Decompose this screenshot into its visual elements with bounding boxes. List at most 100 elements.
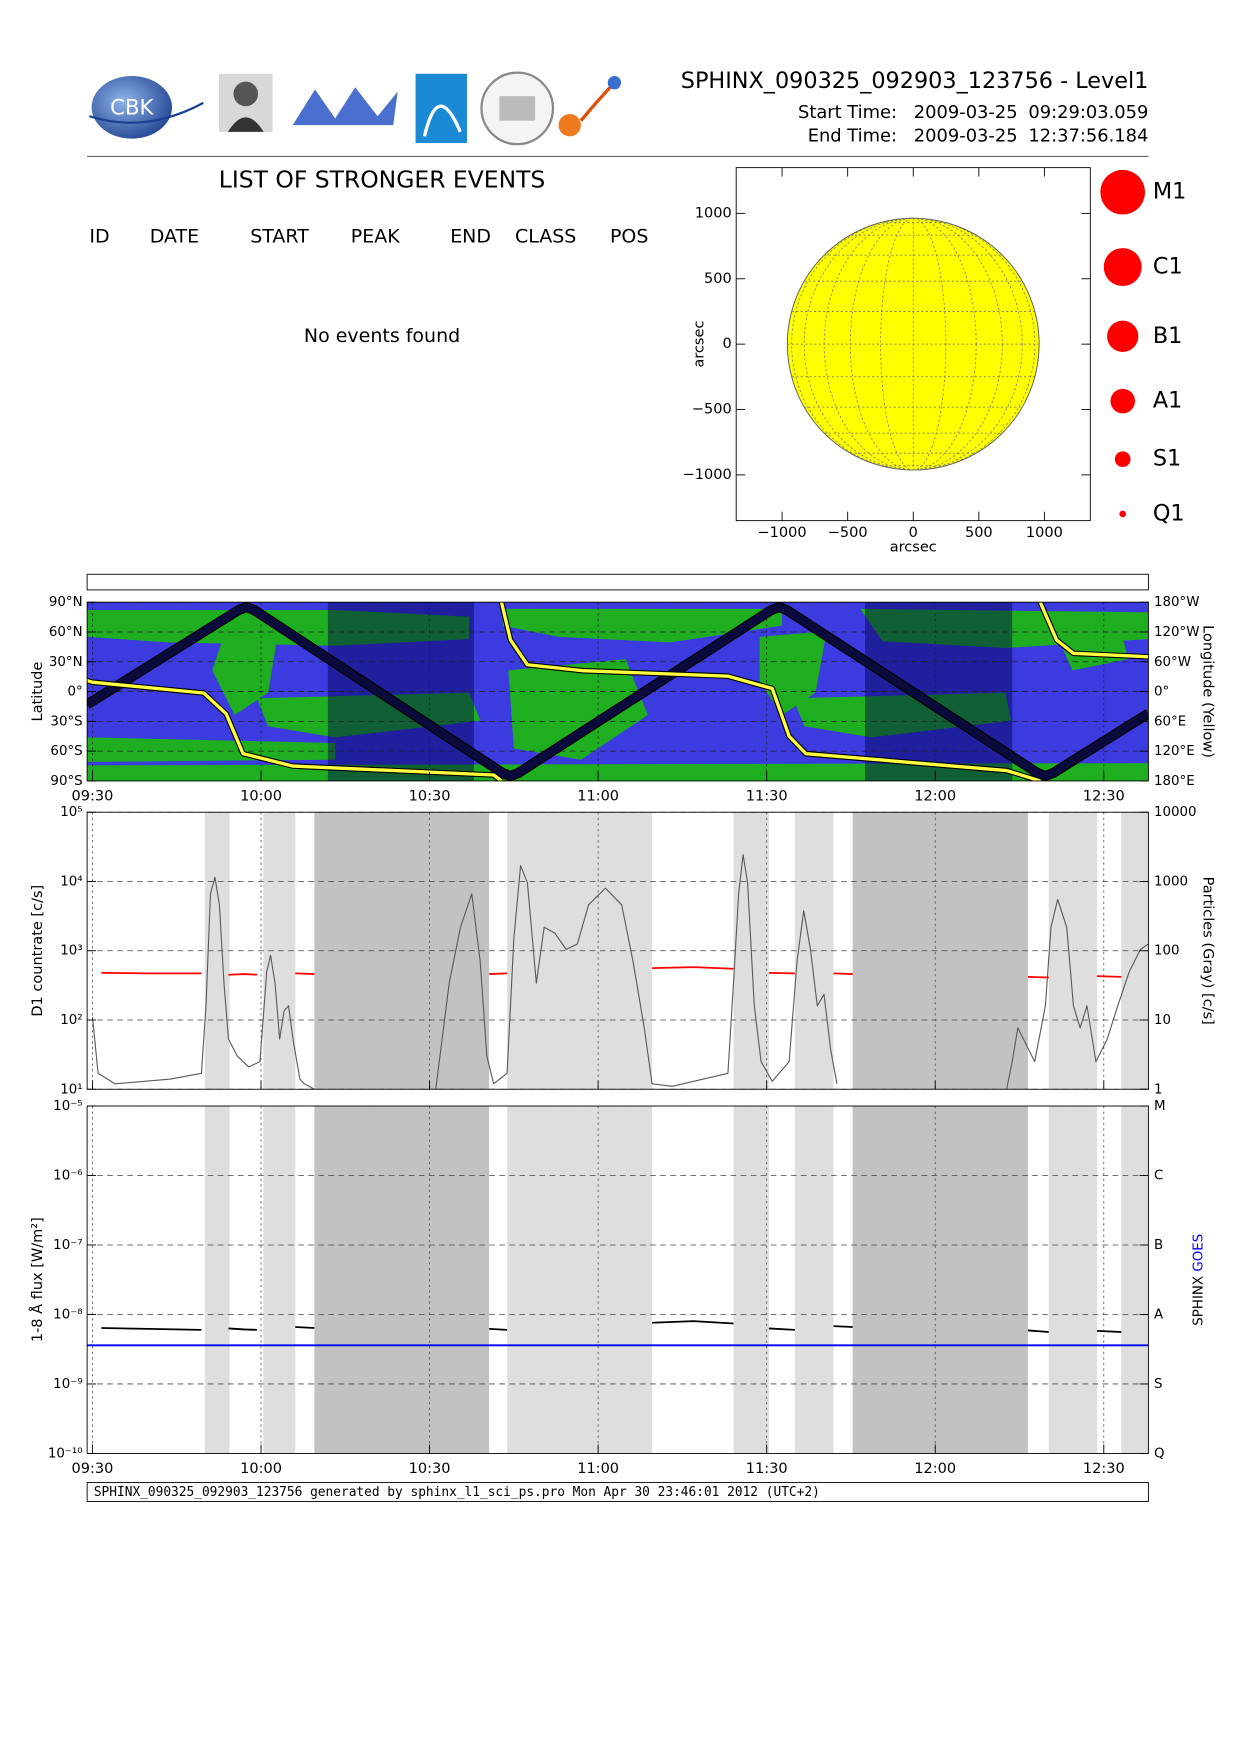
shaded-interval	[852, 812, 1028, 1090]
x-tick-label: 10:30	[409, 789, 451, 805]
y2-axis-label: Longitude (Yellow)	[1200, 625, 1216, 758]
logo-portrait-body	[227, 117, 264, 132]
x-tick-label: 12:30	[1083, 789, 1125, 805]
x-tick-label: 1000	[1026, 525, 1063, 541]
y-tick-label: 10⁻⁸	[53, 1307, 82, 1322]
y2-tick-label: 120°E	[1154, 744, 1195, 759]
y-tick-label: 0	[722, 336, 731, 352]
series-line	[91, 853, 1149, 1090]
start-time: 09:29:03.059	[1028, 102, 1148, 123]
y-tick-label: 10⁻⁷	[53, 1238, 82, 1253]
y2-tick-label: 100	[1154, 944, 1180, 959]
plot-body	[87, 1106, 1149, 1454]
y-tick-label: 0°	[67, 685, 82, 700]
logo-arc	[422, 104, 462, 137]
x-tick-label: −500	[828, 525, 868, 541]
column-header: DATE	[150, 225, 199, 247]
empty-bar	[86, 573, 1149, 591]
shaded-interval	[263, 1106, 296, 1454]
y2-tick-label: 10000	[1154, 805, 1197, 820]
legend: SPHINX GOES	[1192, 1234, 1207, 1326]
shaded-interval	[733, 1106, 769, 1454]
logo-text: CBK	[110, 95, 154, 120]
y2-tick-label: 1000	[1154, 874, 1188, 889]
events-message: No events found	[304, 325, 460, 347]
series-line	[101, 1320, 1122, 1333]
y-tick-label: 10²	[60, 1013, 82, 1028]
continent	[502, 608, 782, 643]
shaded-interval	[507, 1106, 653, 1454]
plot-body	[87, 602, 1149, 781]
y2-tick-label: 120°W	[1154, 625, 1200, 640]
y-tick-label: 90°S	[50, 774, 82, 789]
end-time: 12:37:56.184	[1028, 125, 1148, 146]
legend-label: M1	[1153, 179, 1186, 205]
legend-marker	[1103, 248, 1142, 287]
series-line	[87, 602, 1149, 781]
y-tick-label: 10³	[60, 944, 82, 959]
y-tick-label: 30°S	[50, 714, 82, 729]
shaded-interval	[204, 1106, 230, 1454]
legend-marker	[1110, 388, 1135, 414]
x-tick-label: 12:30	[1083, 1461, 1125, 1477]
y2-tick-label: 10	[1154, 1013, 1171, 1028]
y2-tick-label: C	[1154, 1168, 1163, 1183]
shaded-interval	[314, 1106, 490, 1454]
series-line	[87, 603, 1149, 780]
x-axis-label: arcsec	[890, 539, 937, 555]
plot-frame	[86, 601, 1149, 782]
x-tick-label: 12:00	[914, 789, 956, 805]
x-tick-label: 09:30	[72, 789, 114, 805]
column-header: ID	[89, 225, 109, 247]
legend-entry: SPHINX	[1192, 1276, 1207, 1326]
end-label: End Time:	[808, 125, 897, 146]
legend-marker	[1119, 510, 1127, 518]
y-tick-label: 10¹	[60, 1082, 82, 1097]
column-header: PEAK	[351, 225, 400, 247]
shaded-interval	[852, 1106, 1028, 1454]
column-header: POS	[610, 225, 648, 247]
column-header: START	[250, 225, 309, 247]
y-tick-label: 60°N	[49, 625, 83, 640]
y-tick-label: 1000	[695, 205, 732, 221]
logos: CBK	[89, 71, 622, 146]
y2-tick-label: Q	[1154, 1446, 1165, 1461]
x-tick-label: 11:30	[746, 1461, 788, 1477]
y2-tick-label: A	[1154, 1307, 1164, 1322]
series-line	[101, 966, 1122, 979]
y-tick-label: 10⁻⁹	[53, 1377, 82, 1392]
y-tick-label: −1000	[683, 467, 732, 483]
y-axis-label: D1 countrate [c/s]	[30, 885, 46, 1017]
column-header: END	[450, 225, 491, 247]
shaded-interval	[794, 1106, 834, 1454]
footer-text: SPHINX_090325_092903_123756 generated by…	[94, 1485, 820, 1500]
legend-label: S1	[1153, 446, 1181, 472]
x-tick-label: −1000	[758, 525, 807, 541]
logo-flare	[579, 81, 616, 122]
y-tick-label: 30°N	[49, 655, 83, 670]
y-axis-label: Latitude	[30, 662, 46, 722]
y-tick-label: 500	[704, 271, 732, 287]
y-tick-label: 10⁵	[60, 805, 82, 820]
plot-frame	[86, 811, 1149, 1090]
logo-miah	[292, 87, 398, 126]
plot-frame	[86, 1105, 1149, 1454]
continent	[212, 625, 280, 716]
start-label: Start Time:	[798, 102, 897, 123]
y2-tick-label: 180°E	[1154, 774, 1195, 789]
x-tick-label: 10:00	[240, 1461, 282, 1477]
legend-label: B1	[1153, 323, 1183, 349]
logo-earth	[607, 76, 622, 90]
report-title: SPHINX_090325_092903_123756 - Level1	[681, 68, 1149, 94]
y-tick-label: 10⁴	[60, 874, 82, 889]
y2-tick-label: M	[1154, 1099, 1166, 1114]
y-tick-label: 90°N	[49, 595, 83, 610]
y-tick-label: 10⁻⁶	[53, 1168, 82, 1183]
disk-grid	[787, 217, 1040, 471]
legend-entry: GOES	[1192, 1234, 1207, 1272]
start-date: 2009-03-25	[914, 102, 1018, 123]
legend-label: Q1	[1153, 500, 1185, 526]
legend-marker	[1114, 451, 1131, 468]
y-tick-label: 60°S	[50, 744, 82, 759]
logo-portrait-head	[233, 81, 259, 107]
